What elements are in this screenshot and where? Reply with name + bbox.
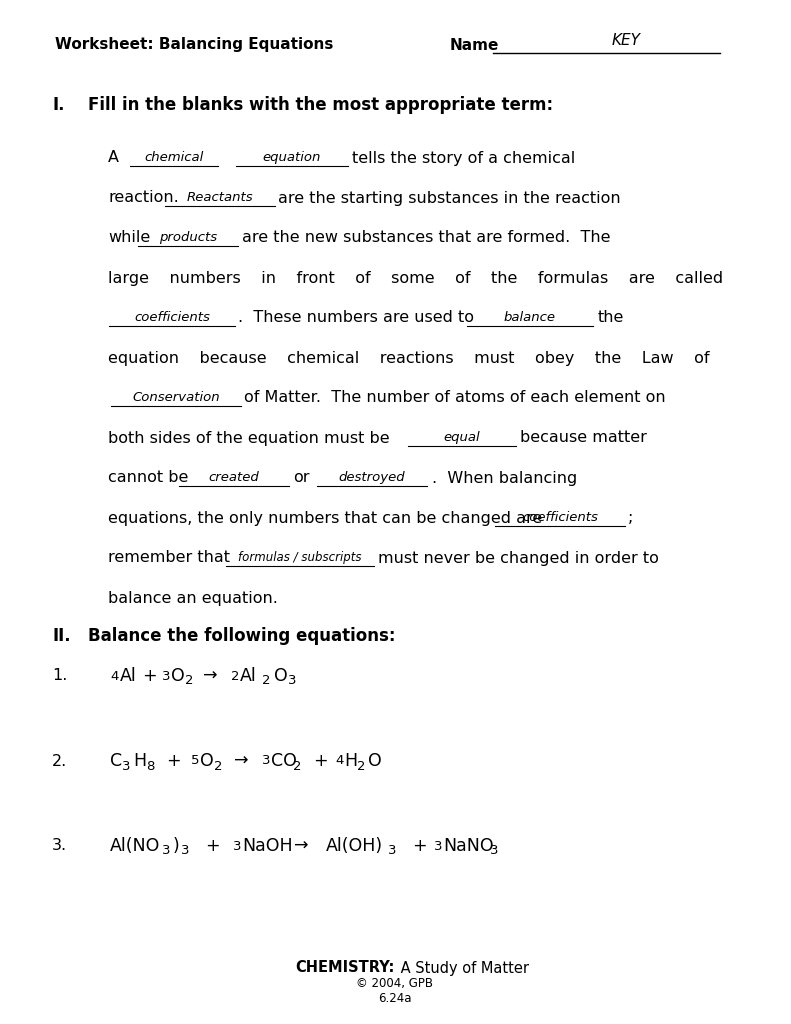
- Text: 3: 3: [181, 845, 190, 857]
- Text: .  These numbers are used to: . These numbers are used to: [238, 310, 474, 326]
- Text: balance: balance: [504, 311, 556, 324]
- Text: Al: Al: [240, 667, 257, 685]
- Text: 3.: 3.: [52, 839, 67, 853]
- Text: O: O: [200, 752, 214, 770]
- Text: equation: equation: [263, 151, 321, 164]
- Text: KEY: KEY: [612, 33, 641, 48]
- Text: coefficients: coefficients: [134, 311, 210, 324]
- Text: formulas / subscripts: formulas / subscripts: [238, 551, 361, 564]
- Text: 2: 2: [357, 760, 365, 772]
- Text: products: products: [159, 231, 217, 244]
- Text: 3: 3: [162, 670, 171, 683]
- Text: NaOH: NaOH: [242, 837, 293, 855]
- Text: ): ): [173, 837, 180, 855]
- Text: created: created: [209, 471, 259, 484]
- Text: ;: ;: [628, 511, 634, 525]
- Text: tells the story of a chemical: tells the story of a chemical: [352, 151, 575, 166]
- Text: the: the: [598, 310, 624, 326]
- Text: 5: 5: [191, 755, 199, 768]
- Text: equal: equal: [444, 431, 480, 444]
- Text: are the starting substances in the reaction: are the starting substances in the react…: [278, 190, 621, 206]
- Text: 2: 2: [262, 675, 271, 687]
- Text: 3: 3: [288, 675, 297, 687]
- Text: of Matter.  The number of atoms of each element on: of Matter. The number of atoms of each e…: [244, 390, 665, 406]
- Text: 2.: 2.: [52, 754, 67, 768]
- Text: large    numbers    in    front    of    some    of    the    formulas    are   : large numbers in front of some of the fo…: [108, 270, 723, 286]
- Text: equation    because    chemical    reactions    must    obey    the    Law    of: equation because chemical reactions must…: [108, 350, 710, 366]
- Text: O: O: [171, 667, 185, 685]
- Text: cannot be: cannot be: [108, 470, 188, 485]
- Text: II.: II.: [52, 627, 70, 645]
- Text: remember that: remember that: [108, 551, 230, 565]
- Text: Al(NO: Al(NO: [110, 837, 161, 855]
- Text: 3: 3: [490, 845, 498, 857]
- Text: because matter: because matter: [520, 430, 647, 445]
- Text: balance an equation.: balance an equation.: [108, 591, 278, 605]
- Text: Al(OH): Al(OH): [326, 837, 383, 855]
- Text: .  When balancing: . When balancing: [432, 470, 577, 485]
- Text: O: O: [274, 667, 288, 685]
- Text: Conservation: Conservation: [132, 391, 220, 404]
- Text: NaNO: NaNO: [443, 837, 494, 855]
- Text: 2: 2: [214, 760, 222, 772]
- Text: 2: 2: [231, 670, 240, 683]
- Text: +: +: [142, 667, 157, 685]
- Text: must never be changed in order to: must never be changed in order to: [378, 551, 659, 565]
- Text: 6.24a: 6.24a: [378, 991, 412, 1005]
- Text: +: +: [205, 837, 220, 855]
- Text: 3: 3: [162, 845, 171, 857]
- Text: 3: 3: [233, 840, 241, 853]
- Text: or: or: [293, 470, 309, 485]
- Text: 2: 2: [293, 760, 301, 772]
- Text: →: →: [234, 752, 248, 770]
- Text: Name: Name: [450, 38, 499, 52]
- Text: +: +: [166, 752, 180, 770]
- Text: A: A: [108, 151, 119, 166]
- Text: chemical: chemical: [145, 151, 203, 164]
- Text: I.: I.: [52, 96, 65, 114]
- Text: →: →: [203, 667, 218, 685]
- Text: +: +: [313, 752, 327, 770]
- Text: +: +: [412, 837, 426, 855]
- Text: CO: CO: [271, 752, 297, 770]
- Text: 8: 8: [146, 760, 154, 772]
- Text: 3: 3: [122, 760, 131, 772]
- Text: Balance the following equations:: Balance the following equations:: [88, 627, 396, 645]
- Text: H: H: [133, 752, 146, 770]
- Text: H: H: [344, 752, 357, 770]
- Text: 3: 3: [262, 755, 271, 768]
- Text: 1.: 1.: [52, 669, 67, 683]
- Text: Al: Al: [120, 667, 137, 685]
- Text: CHEMISTRY:: CHEMISTRY:: [296, 961, 395, 976]
- Text: both sides of the equation must be: both sides of the equation must be: [108, 430, 390, 445]
- Text: Fill in the blanks with the most appropriate term:: Fill in the blanks with the most appropr…: [88, 96, 553, 114]
- Text: destroyed: destroyed: [339, 471, 405, 484]
- Text: →: →: [294, 837, 308, 855]
- Text: 2: 2: [185, 675, 194, 687]
- Text: © 2004, GPB: © 2004, GPB: [357, 978, 433, 990]
- Text: equations, the only numbers that can be changed are: equations, the only numbers that can be …: [108, 511, 543, 525]
- Text: 3: 3: [434, 840, 442, 853]
- Text: 4: 4: [335, 755, 343, 768]
- Text: Reactants: Reactants: [187, 191, 253, 204]
- Text: reaction.: reaction.: [108, 190, 179, 206]
- Text: 3: 3: [388, 845, 396, 857]
- Text: C: C: [110, 752, 122, 770]
- Text: while: while: [108, 230, 150, 246]
- Text: coefficients: coefficients: [522, 511, 598, 524]
- Text: 4: 4: [110, 670, 119, 683]
- Text: are the new substances that are formed.  The: are the new substances that are formed. …: [242, 230, 611, 246]
- Text: Worksheet: Balancing Equations: Worksheet: Balancing Equations: [55, 38, 333, 52]
- Text: O: O: [368, 752, 382, 770]
- Text: A Study of Matter: A Study of Matter: [396, 961, 529, 976]
